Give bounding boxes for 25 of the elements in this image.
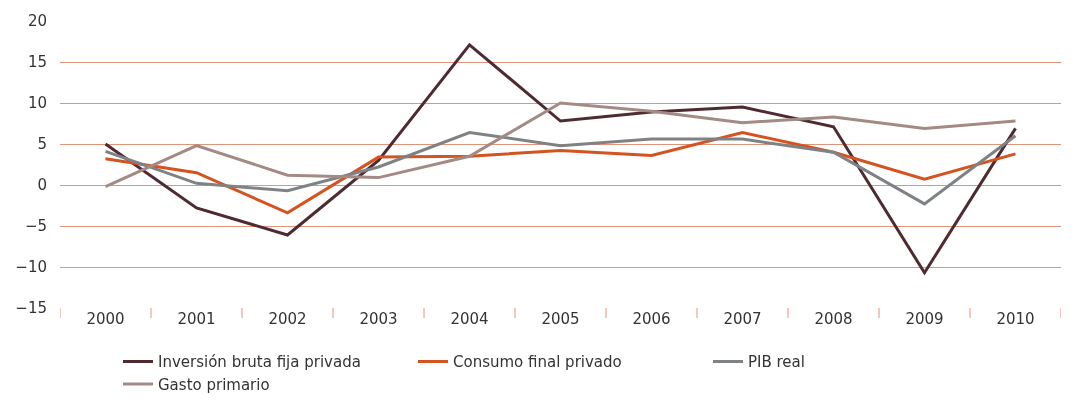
- legend-label: Gasto primario: [158, 375, 270, 394]
- x-tick-label: 2007: [723, 310, 762, 328]
- y-tick-label: 10: [27, 94, 47, 113]
- y-tick-label: 0: [37, 176, 47, 195]
- y-tick-label: −10: [15, 258, 47, 277]
- x-tick-label: 2001: [177, 310, 216, 328]
- x-tick-label: 2000: [86, 310, 125, 328]
- x-tick-label: 2006: [632, 310, 671, 328]
- x-tick-label: 2004: [450, 310, 489, 328]
- line-series: [104, 43, 1017, 275]
- x-tick-label: 2010: [996, 310, 1035, 328]
- y-tick-label: 20: [27, 12, 47, 31]
- x-tick-label: 2008: [814, 310, 853, 328]
- legend-label: Consumo final privado: [453, 353, 622, 372]
- legend-label: PIB real: [748, 353, 805, 372]
- x-tick-label: 2009: [905, 310, 944, 328]
- x-tick-label: 2003: [359, 310, 398, 328]
- y-tick-label: 15: [27, 53, 47, 72]
- y-tick-label: −15: [15, 299, 47, 318]
- y-tick-label: 5: [37, 135, 47, 154]
- x-tick-label: 2002: [268, 310, 307, 328]
- legend-label: Inversión bruta fija privada: [158, 353, 361, 372]
- x-tick-label: 2005: [541, 310, 580, 328]
- line-series: [104, 101, 1017, 189]
- y-tick-label: −5: [24, 217, 47, 236]
